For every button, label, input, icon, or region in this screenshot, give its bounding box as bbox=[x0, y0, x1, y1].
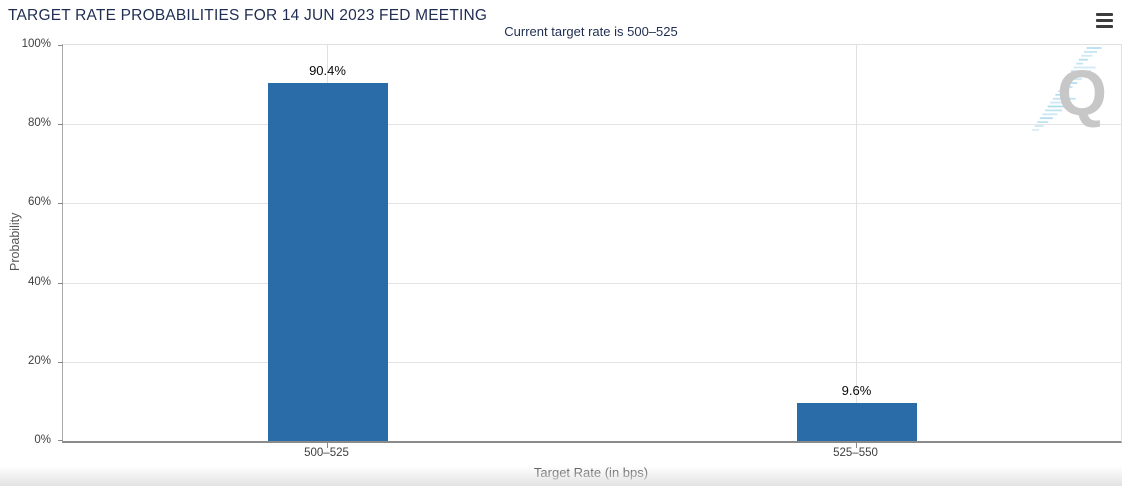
y-tick-label: 20% bbox=[27, 354, 51, 367]
x-axis-labels: 500–525 525–550 bbox=[62, 447, 1120, 461]
y-gridline bbox=[63, 282, 1121, 284]
bar-value-label: 9.6% bbox=[841, 382, 872, 398]
x-category-label: 525–550 bbox=[833, 447, 878, 459]
menu-bar bbox=[1096, 19, 1113, 22]
bar[interactable] bbox=[796, 402, 917, 441]
plot-area: 90.4% 9.6% bbox=[58, 44, 1122, 448]
y-tick-mark bbox=[58, 124, 63, 126]
y-tick-label: 100% bbox=[21, 38, 51, 50]
y-tick-mark bbox=[58, 361, 63, 363]
category-gridline bbox=[856, 45, 857, 441]
q-watermark-dashes bbox=[1032, 47, 1102, 131]
bar[interactable] bbox=[267, 83, 388, 441]
menu-bar bbox=[1096, 13, 1113, 16]
x-category-label: 500–525 bbox=[304, 447, 349, 459]
y-tick-label: 40% bbox=[27, 275, 51, 288]
page-title: TARGET RATE PROBABILITIES FOR 14 JUN 202… bbox=[8, 7, 488, 24]
hamburger-menu-icon[interactable] bbox=[1096, 13, 1113, 29]
y-gridline bbox=[63, 361, 1121, 363]
y-tick-mark bbox=[58, 282, 63, 284]
y-tick-label: 60% bbox=[27, 196, 51, 209]
q-watermark-letter: Q bbox=[1057, 57, 1107, 129]
footer-gradient bbox=[0, 466, 1122, 486]
y-tick-label: 0% bbox=[34, 434, 51, 446]
y-tick-mark bbox=[58, 45, 63, 46]
menu-bar bbox=[1096, 25, 1113, 28]
y-gridline bbox=[63, 124, 1121, 126]
y-axis-labels: 0% 20% 40% 60% 80% 100% bbox=[0, 38, 56, 446]
bar-value-label: 90.4% bbox=[309, 63, 346, 79]
y-gridline bbox=[63, 203, 1121, 205]
x-tick-mark bbox=[327, 443, 328, 448]
q-watermark-icon: Q bbox=[1032, 47, 1107, 131]
x-tick-mark bbox=[856, 443, 857, 448]
chart-subtitle: Current target rate is 500–525 bbox=[504, 24, 678, 39]
y-tick-label: 80% bbox=[27, 117, 51, 130]
y-tick-mark bbox=[58, 203, 63, 205]
y-tick-mark bbox=[58, 440, 63, 441]
